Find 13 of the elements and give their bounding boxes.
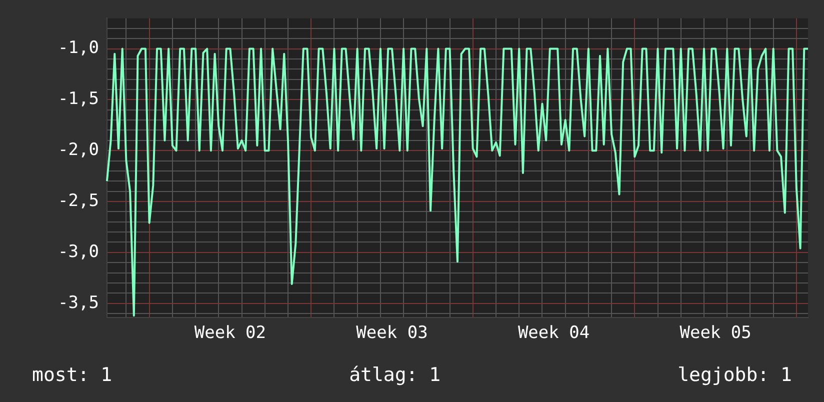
x-tick-label: Week 02 bbox=[194, 323, 266, 344]
text: legjobb: 1 bbox=[678, 364, 792, 386]
x-tick-label: Week 05 bbox=[680, 323, 752, 344]
text: most: 1 bbox=[32, 364, 112, 386]
x-tick-label: Week 04 bbox=[518, 323, 590, 344]
text: átlag: 1 bbox=[349, 364, 441, 386]
y-tick-label: -2,5 bbox=[58, 190, 99, 211]
y-tick-label: -3,0 bbox=[58, 242, 99, 262]
y-tick-label: -2,0 bbox=[58, 140, 99, 160]
y-tick-label: -3,5 bbox=[58, 292, 99, 313]
y-tick-label: -1,0 bbox=[58, 38, 99, 58]
x-tick-label: Week 03 bbox=[356, 323, 428, 344]
y-tick-label: -1,5 bbox=[58, 89, 99, 110]
